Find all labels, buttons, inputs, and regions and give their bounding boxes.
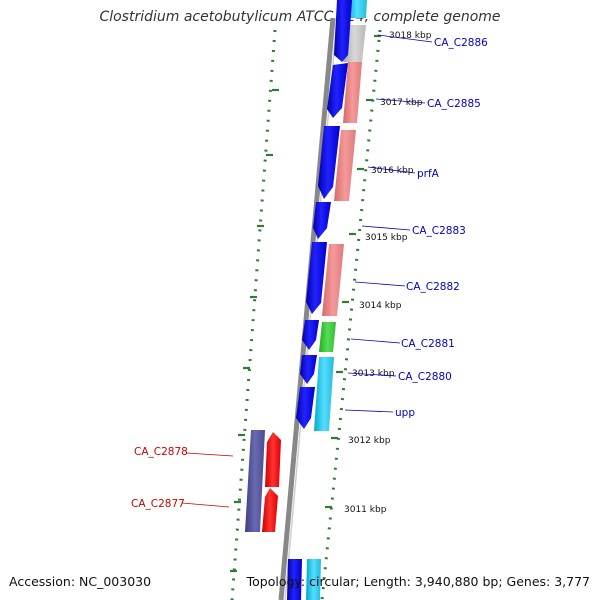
gene-label: CA_C2883 xyxy=(412,225,466,237)
kbp-label: 3018 kbp xyxy=(389,31,432,41)
gene-label: upp xyxy=(395,407,415,419)
gene-arrow xyxy=(306,242,327,314)
gene-arrow xyxy=(265,432,281,487)
segment-salmon xyxy=(343,62,362,123)
gene-label: CA_C2878 xyxy=(134,446,188,458)
topology-text: Topology: circular; Length: 3,940,880 bp… xyxy=(246,574,590,589)
segment-cyan xyxy=(314,357,334,431)
minus-strand-genes xyxy=(245,430,281,532)
segment-green xyxy=(319,322,336,352)
kbp-label: 3016 kbp xyxy=(371,166,414,176)
gene-arrow xyxy=(300,355,317,384)
gene-label: CA_C2877 xyxy=(131,498,185,510)
gene-arrow xyxy=(327,63,348,118)
kbp-label: 3017 kbp xyxy=(380,98,423,108)
gene-label: CA_C2881 xyxy=(401,338,455,350)
kbp-label: 3012 kbp xyxy=(348,436,391,446)
map-title: Clostridium acetobutylicum ATCC 824, com… xyxy=(99,9,501,25)
kbp-label: 3011 kbp xyxy=(344,505,387,515)
gene-label: CA_C2880 xyxy=(398,371,452,383)
gene-arrow xyxy=(287,559,302,600)
kbp-label: 3013 kbp xyxy=(352,369,395,379)
genome-backbone xyxy=(278,17,336,600)
tick-marks-right xyxy=(325,34,381,509)
segment-salmon xyxy=(322,244,344,316)
gene-labels-minus: CA_C2878 CA_C2877 xyxy=(131,446,188,510)
gene-arrow xyxy=(302,320,319,350)
gene-arrow xyxy=(318,126,340,199)
plus-strand-genes xyxy=(287,0,352,600)
label-leader-lines xyxy=(344,34,433,413)
label-leader-lines-minus xyxy=(181,452,234,508)
tick-marks-left xyxy=(230,88,279,573)
gene-labels-plus: CA_C2886 CA_C2885 prfA CA_C2883 CA_C2882… xyxy=(395,37,488,419)
gene-label: CA_C2885 xyxy=(427,98,481,110)
gene-arrow xyxy=(313,202,331,239)
segment-salmon xyxy=(334,130,356,201)
gene-block-purple xyxy=(245,430,265,532)
segment-cyan-bottom xyxy=(306,559,321,600)
segment-cyan-top xyxy=(347,0,367,18)
kbp-labels: 3018 kbp 3017 kbp 3016 kbp 3015 kbp 3014… xyxy=(344,31,432,515)
gene-arrow xyxy=(296,387,315,429)
gene-label: CA_C2886 xyxy=(434,37,488,49)
gene-label: CA_C2882 xyxy=(406,281,460,293)
accession-text: Accession: NC_003030 xyxy=(9,574,152,589)
gene-label: prfA xyxy=(417,168,440,180)
kbp-label: 3014 kbp xyxy=(359,301,402,311)
kbp-label: 3015 kbp xyxy=(365,233,408,243)
gene-arrow xyxy=(262,488,278,532)
gene-arrow xyxy=(334,0,352,62)
